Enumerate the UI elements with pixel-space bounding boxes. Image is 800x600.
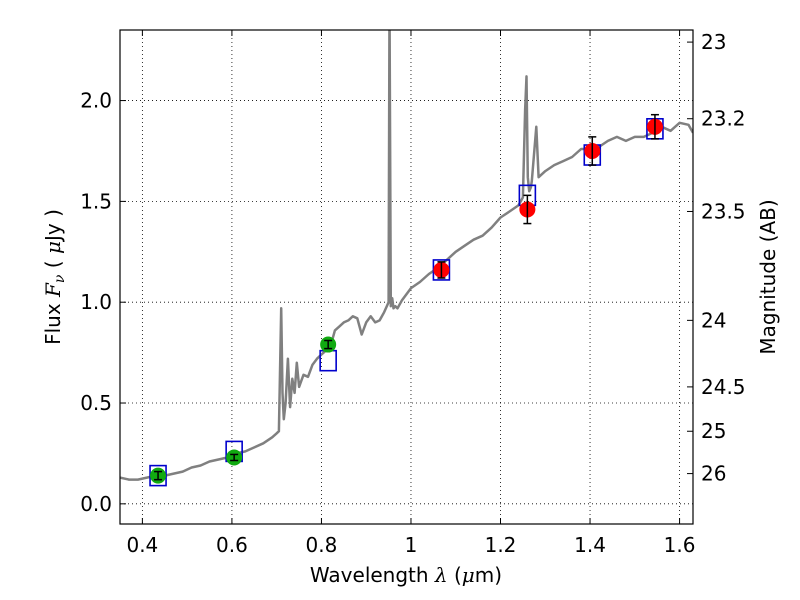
y-tick-label: 1.5 bbox=[80, 189, 112, 213]
y-tick-label: 1.0 bbox=[80, 290, 112, 314]
y-tick-label: 2.0 bbox=[80, 89, 112, 113]
x-tick-label: 0.4 bbox=[126, 533, 158, 557]
ticks: 0.4 0.6 0.8 1 1.2 1.4 1.6 0.0 0.5 1.0 1.5 2.0 23 23.2… bbox=[80, 30, 746, 557]
y2-tick-label: 23.5 bbox=[701, 199, 746, 223]
plot-frame bbox=[119, 29, 694, 525]
x-tick-label: 1.4 bbox=[574, 533, 606, 557]
y-tick-label: 0.0 bbox=[80, 492, 112, 516]
y2-tick-label: 24.5 bbox=[701, 375, 746, 399]
x-tick-label: 0.8 bbox=[306, 533, 338, 557]
y2-tick-label: 23.2 bbox=[701, 107, 746, 131]
y-axis-label: Flux Fν ( μJy ) bbox=[41, 209, 68, 345]
y2-tick-label: 24 bbox=[701, 308, 726, 332]
plot-area bbox=[120, 30, 693, 487]
y2-axis-label: Magnitude (AB) bbox=[756, 199, 780, 354]
y2-tick-label: 26 bbox=[701, 462, 726, 486]
x-axis-label: Wavelength λ (μm) bbox=[310, 563, 502, 587]
y-tick-label: 0.5 bbox=[80, 391, 112, 415]
x-tick-label: 1.6 bbox=[664, 533, 696, 557]
x-tick-label: 1 bbox=[405, 533, 418, 557]
spectrum-line bbox=[120, 30, 693, 481]
x-tick-label: 1.2 bbox=[485, 533, 517, 557]
y2-tick-label: 23 bbox=[701, 30, 726, 54]
x-tick-label: 0.6 bbox=[216, 533, 248, 557]
y2-tick-label: 25 bbox=[701, 419, 726, 443]
